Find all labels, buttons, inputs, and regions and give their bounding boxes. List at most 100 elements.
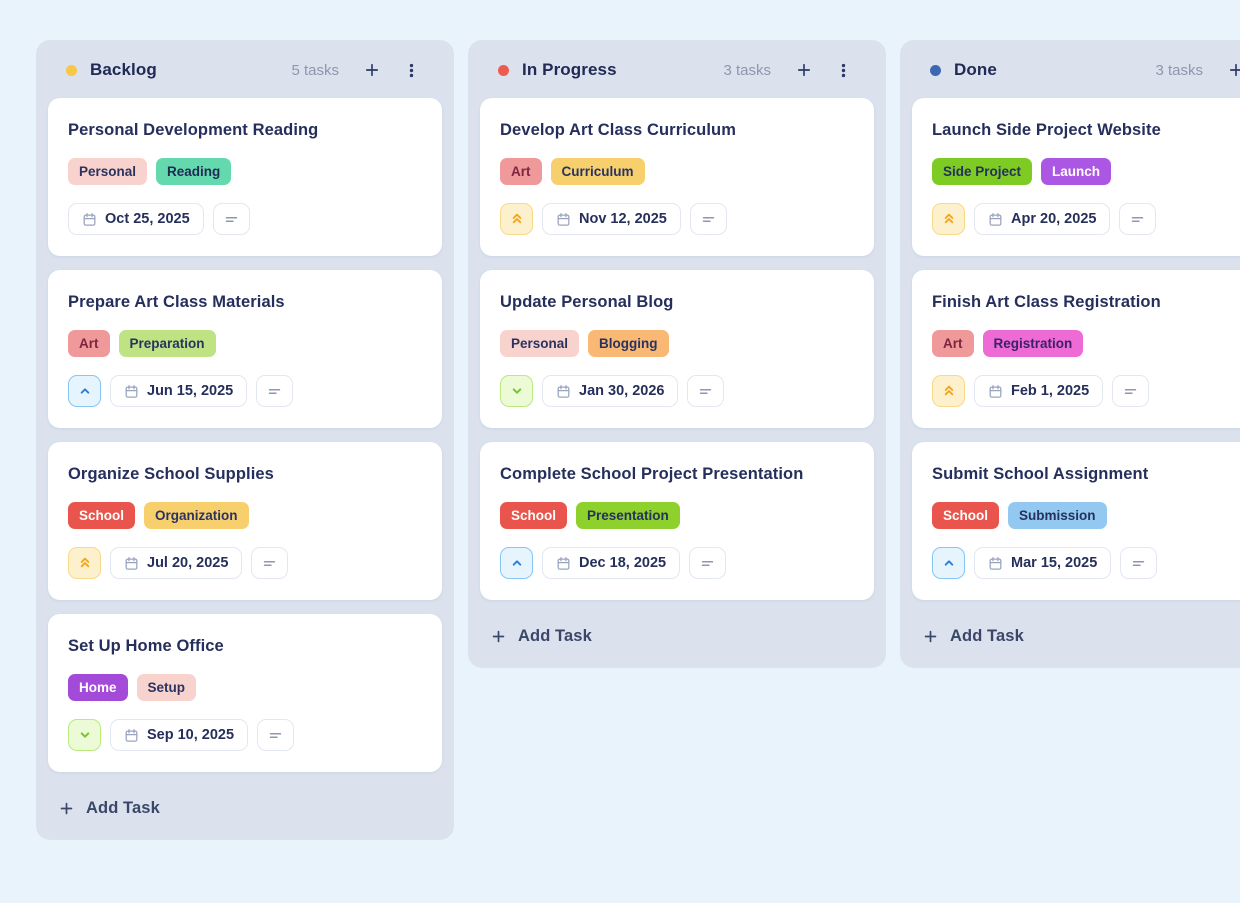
column-backlog: Backlog 5 tasks Personal Development Readi… xyxy=(36,40,454,840)
card-title: Personal Development Reading xyxy=(68,121,319,139)
tag: Presentation xyxy=(576,502,680,529)
priority-urgent-badge[interactable] xyxy=(68,547,101,579)
card-footer: Sep 10, 2025 xyxy=(68,719,422,751)
description-button[interactable] xyxy=(1119,203,1157,235)
description-button[interactable] xyxy=(1112,375,1150,407)
task-card[interactable]: Launch Side Project Website Side Project L… xyxy=(912,98,1240,256)
plus-icon xyxy=(58,800,75,817)
description-button[interactable] xyxy=(1120,547,1158,579)
chevron-up-icon xyxy=(941,555,957,571)
task-card[interactable]: Finish Art Class Registration Art Registra… xyxy=(912,270,1240,428)
priority-high-badge[interactable] xyxy=(68,375,101,407)
column-status-dot xyxy=(498,64,509,76)
tag: Submission xyxy=(1008,502,1107,529)
due-date-pill[interactable]: Apr 20, 2025 xyxy=(974,203,1111,235)
description-button[interactable] xyxy=(256,375,294,407)
chevrons-up-icon xyxy=(941,211,957,227)
chevron-down-icon xyxy=(77,727,93,743)
tag-list: Art Preparation xyxy=(68,330,422,357)
priority-urgent-badge[interactable] xyxy=(500,203,533,235)
due-date-pill[interactable]: Dec 18, 2025 xyxy=(542,547,681,579)
card-footer: Nov 12, 2025 xyxy=(500,203,854,235)
description-icon xyxy=(699,555,716,572)
due-date-pill[interactable]: Mar 15, 2025 xyxy=(974,547,1112,579)
tag-list: Side Project Launch xyxy=(932,158,1240,185)
add-task-button[interactable]: Add Task xyxy=(912,614,1034,656)
chevrons-up-icon xyxy=(509,211,525,227)
due-date-pill[interactable]: Nov 12, 2025 xyxy=(542,203,681,235)
add-task-button[interactable]: Add Task xyxy=(48,786,170,828)
calendar-icon xyxy=(988,212,1003,227)
due-date-pill[interactable]: Sep 10, 2025 xyxy=(110,719,249,751)
calendar-icon xyxy=(988,384,1003,399)
card-title: Set Up Home Office xyxy=(68,637,224,655)
due-date-pill[interactable]: Feb 1, 2025 xyxy=(974,375,1104,407)
column-header: Backlog 5 tasks xyxy=(48,40,442,98)
task-card[interactable]: Organize School Supplies School Organizati… xyxy=(48,442,442,600)
description-icon xyxy=(700,211,717,228)
task-card[interactable]: Prepare Art Class Materials Art Preparatio… xyxy=(48,270,442,428)
card-footer: Jun 15, 2025 xyxy=(68,375,422,407)
description-button[interactable] xyxy=(689,203,727,235)
tag: School xyxy=(68,502,136,529)
priority-urgent-badge[interactable] xyxy=(932,375,965,407)
tag: Art xyxy=(500,158,542,185)
description-button[interactable] xyxy=(687,375,725,407)
tag: Organization xyxy=(144,502,249,529)
description-button[interactable] xyxy=(251,547,289,579)
column-in-progress: In Progress 3 tasks Develop Art Class Curr… xyxy=(468,40,886,668)
task-card[interactable]: Set Up Home Office Home Setup Sep 10, 2025 xyxy=(48,614,442,772)
description-button[interactable] xyxy=(689,547,727,579)
card-footer: Oct 25, 2025 xyxy=(68,203,422,235)
tag: Curriculum xyxy=(550,158,645,185)
priority-urgent-badge[interactable] xyxy=(932,203,965,235)
description-icon xyxy=(266,383,283,400)
description-button[interactable] xyxy=(212,203,250,235)
add-card-button[interactable] xyxy=(791,57,817,83)
description-icon xyxy=(1122,383,1139,400)
column-menu-button[interactable] xyxy=(399,58,424,83)
card-footer: Jan 30, 2026 xyxy=(500,375,854,407)
tag: Art xyxy=(68,330,110,357)
column-header: In Progress 3 tasks xyxy=(480,40,874,98)
column-menu-button[interactable] xyxy=(831,58,856,83)
task-card[interactable]: Personal Development Reading Personal Read… xyxy=(48,98,442,256)
tag: Art xyxy=(932,330,974,357)
tag: School xyxy=(932,502,1000,529)
tag-list: Art Registration xyxy=(932,330,1240,357)
task-card[interactable]: Develop Art Class Curriculum Art Curriculu… xyxy=(480,98,874,256)
priority-low-badge[interactable] xyxy=(68,719,101,751)
plus-icon xyxy=(1227,61,1240,79)
add-card-button[interactable] xyxy=(359,57,385,83)
task-card[interactable]: Update Personal Blog Personal Blogging Jan … xyxy=(480,270,874,428)
add-task-button[interactable]: Add Task xyxy=(480,614,602,656)
priority-high-badge[interactable] xyxy=(500,547,533,579)
tag: Personal xyxy=(500,330,580,357)
tag: Launch xyxy=(1041,158,1112,185)
card-footer: Mar 15, 2025 xyxy=(932,547,1240,579)
priority-high-badge[interactable] xyxy=(932,547,965,579)
tag-list: Personal Blogging xyxy=(500,330,854,357)
calendar-icon xyxy=(124,384,139,399)
calendar-icon xyxy=(556,556,571,571)
due-date-text: Nov 12, 2025 xyxy=(579,211,667,227)
due-date-pill[interactable]: Oct 25, 2025 xyxy=(68,203,204,235)
plus-icon xyxy=(490,628,507,645)
priority-low-badge[interactable] xyxy=(500,375,533,407)
tag: Personal xyxy=(68,158,148,185)
due-date-pill[interactable]: Jul 20, 2025 xyxy=(110,547,243,579)
add-card-button[interactable] xyxy=(1223,57,1240,83)
tag: Registration xyxy=(982,330,1084,357)
due-date-text: Feb 1, 2025 xyxy=(1011,383,1090,399)
due-date-pill[interactable]: Jun 15, 2025 xyxy=(110,375,248,407)
card-title: Finish Art Class Registration xyxy=(932,293,1161,311)
task-card[interactable]: Complete School Project Presentation Scho… xyxy=(480,442,874,600)
due-date-text: Oct 25, 2025 xyxy=(105,211,190,227)
kebab-menu-icon xyxy=(403,62,420,79)
due-date-pill[interactable]: Jan 30, 2026 xyxy=(542,375,679,407)
task-count: 3 tasks xyxy=(1155,61,1203,79)
description-button[interactable] xyxy=(257,719,295,751)
tag: Blogging xyxy=(588,330,669,357)
description-icon xyxy=(1129,211,1146,228)
task-card[interactable]: Submit School Assignment School Submission… xyxy=(912,442,1240,600)
